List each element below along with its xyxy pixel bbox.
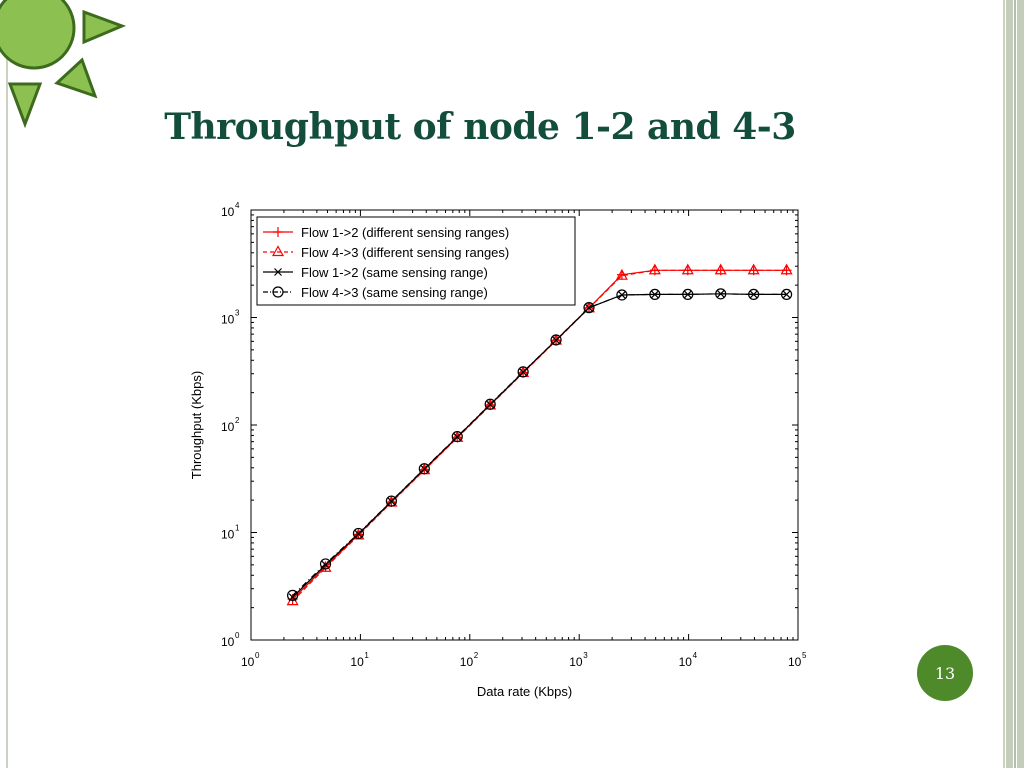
x-tick-exponent: 3 xyxy=(583,651,588,660)
x-tick-exponent: 1 xyxy=(364,651,369,660)
y-tick-exponent: 3 xyxy=(235,309,240,318)
x-tick-exponent: 0 xyxy=(255,651,260,660)
page-number-badge: 13 xyxy=(917,645,973,701)
throughput-chart: 10 0 10 1 10 2 10 3 10 4 10 5 10 0 10 1 10 2 10 3 10 4 Data ra… xyxy=(180,190,820,710)
data-point-triangle xyxy=(681,263,694,275)
data-point-circle xyxy=(715,288,727,300)
data-point-triangle xyxy=(271,245,285,257)
right-border-decoration xyxy=(976,0,1024,768)
x-tick-label: 10 xyxy=(788,655,802,669)
x-tick-label: 10 xyxy=(241,655,255,669)
legend-label: Flow 4->3 (same sensing range) xyxy=(301,285,488,300)
y-tick-exponent: 0 xyxy=(235,631,240,640)
data-point-circle xyxy=(649,288,661,301)
x-tick-exponent: 5 xyxy=(802,651,807,660)
x-axis-label: Data rate (Kbps) xyxy=(477,684,572,699)
left-border-line xyxy=(6,0,8,768)
data-point-circle xyxy=(550,334,562,346)
y-tick-label: 10 xyxy=(221,528,235,542)
legend-label: Flow 4->3 (different sensing ranges) xyxy=(301,245,509,260)
data-point-triangle xyxy=(550,333,563,345)
data-point-circle xyxy=(451,430,463,443)
legend: Flow 1->2 (different sensing ranges) Flow… xyxy=(256,216,576,306)
legend-box xyxy=(256,216,576,306)
data-point-x xyxy=(274,268,282,276)
legend-label: Flow 1->2 (same sensing range) xyxy=(301,265,488,280)
y-axis-label: Throughput (Kbps) xyxy=(189,371,204,479)
data-point-circle xyxy=(319,558,332,570)
data-point-circle xyxy=(484,398,496,410)
data-point-circle xyxy=(286,589,299,601)
x-tick-exponent: 4 xyxy=(693,651,698,660)
y-tick-label: 10 xyxy=(221,313,235,327)
data-point-circle xyxy=(352,527,365,540)
y-tick-exponent: 2 xyxy=(235,416,240,425)
data-point-plus xyxy=(273,227,283,237)
x-tick-label: 10 xyxy=(350,655,364,669)
data-point-circle xyxy=(272,286,284,298)
data-point-triangle xyxy=(714,263,727,275)
data-point-triangle xyxy=(648,263,661,275)
series-line xyxy=(292,293,787,596)
data-point-circle xyxy=(418,463,430,475)
border-stripes xyxy=(976,0,1024,768)
data-point-triangle xyxy=(615,268,628,280)
data-point-circle xyxy=(780,288,793,301)
x-tick-label: 10 xyxy=(569,655,583,669)
sun-logo-icon xyxy=(0,0,127,129)
data-point-circle xyxy=(748,288,760,301)
data-point-x xyxy=(683,290,692,299)
data-point-circle xyxy=(616,289,628,301)
y-tick-exponent: 4 xyxy=(235,201,240,210)
data-point-x xyxy=(749,290,758,299)
data-point-circle xyxy=(517,366,529,378)
data-point-circle xyxy=(583,302,595,314)
data-point-triangle xyxy=(747,263,760,275)
axis-ticks xyxy=(250,210,798,641)
x-tick-exponent: 2 xyxy=(474,651,479,660)
y-tick-label: 10 xyxy=(221,420,235,434)
y-tick-exponent: 1 xyxy=(235,524,240,533)
y-tick-label: 10 xyxy=(221,635,235,649)
data-point-triangle xyxy=(780,263,793,275)
x-tick-label: 10 xyxy=(679,655,693,669)
data-point-circle xyxy=(682,288,694,301)
series-4 xyxy=(286,288,793,601)
data-point-circle xyxy=(385,495,397,507)
legend-label: Flow 1->2 (different sensing ranges) xyxy=(301,225,509,240)
slide-title: Throughput of node 1-2 and 4-3 xyxy=(164,106,796,148)
x-tick-label: 10 xyxy=(460,655,474,669)
y-tick-label: 10 xyxy=(221,205,235,219)
data-point-x xyxy=(617,291,626,299)
